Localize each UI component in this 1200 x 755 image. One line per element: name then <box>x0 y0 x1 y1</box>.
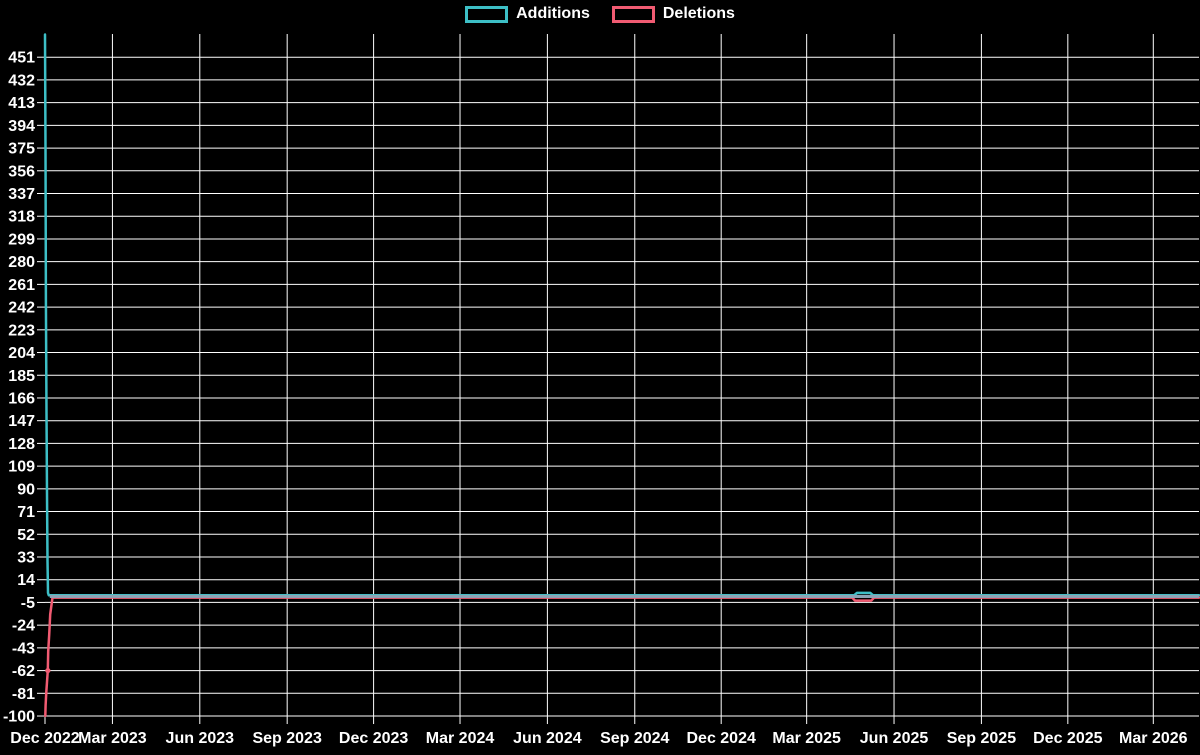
data-point-marker <box>45 667 51 674</box>
x-tick-label: Dec 2022 <box>10 730 79 747</box>
y-tick-label: -62 <box>12 663 35 680</box>
y-tick-label: 109 <box>8 459 35 476</box>
y-tick-label: 451 <box>8 50 35 67</box>
y-tick-label: -43 <box>12 640 35 657</box>
y-tick-label: 375 <box>8 141 35 158</box>
y-tick-label: 299 <box>8 231 35 248</box>
x-tick-label: Dec 2024 <box>686 730 755 747</box>
y-tick-label: -5 <box>21 595 35 612</box>
legend-item-additions[interactable]: Additions <box>465 5 590 23</box>
x-tick-label: Dec 2025 <box>1033 730 1102 747</box>
y-tick-label: 261 <box>8 277 35 294</box>
deletions-swatch-icon <box>611 5 655 23</box>
y-tick-label: -24 <box>12 618 35 635</box>
x-tick-label: Sep 2025 <box>947 730 1016 747</box>
y-tick-label: 33 <box>17 549 35 566</box>
y-tick-label: -100 <box>3 709 35 726</box>
y-tick-label: 223 <box>8 322 35 339</box>
x-tick-label: Mar 2023 <box>78 730 147 747</box>
legend-item-deletions[interactable]: Deletions <box>611 5 735 23</box>
y-tick-label: -81 <box>12 686 35 703</box>
y-tick-label: 413 <box>8 95 35 112</box>
x-tick-label: Sep 2023 <box>252 730 321 747</box>
series-line-deletions <box>44 596 1200 718</box>
x-tick-label: Jun 2024 <box>513 730 582 747</box>
y-tick-label: 356 <box>8 163 35 180</box>
x-tick-label: Mar 2026 <box>1119 730 1188 747</box>
y-tick-label: 394 <box>8 118 35 135</box>
y-tick-label: 128 <box>8 436 35 453</box>
y-tick-label: 318 <box>8 209 35 226</box>
x-tick-label: Sep 2024 <box>600 730 669 747</box>
legend-label-additions: Additions <box>516 5 590 22</box>
x-tick-label: Dec 2023 <box>339 730 408 747</box>
y-tick-label: 337 <box>8 186 35 203</box>
y-tick-label: 242 <box>8 300 35 317</box>
legend-label-deletions: Deletions <box>662 5 735 22</box>
y-tick-label: 432 <box>8 72 35 89</box>
y-tick-label: 90 <box>17 481 35 498</box>
plot-area[interactable] <box>45 34 1199 716</box>
additions-swatch-icon <box>465 5 509 23</box>
x-tick-label: Jun 2023 <box>166 730 235 747</box>
x-tick-label: Mar 2025 <box>772 730 841 747</box>
y-axis-labels: 451 432 413 394 375 356 337 318 299 280 261 242 223 2… <box>3 50 35 726</box>
y-tick-label: 52 <box>17 527 35 544</box>
chart-legend: Additions Deletions <box>0 5 1200 23</box>
x-tick-label: Jun 2025 <box>860 730 929 747</box>
y-gridlines <box>37 56 1199 717</box>
series-line-additions <box>43 33 1200 597</box>
y-tick-label: 147 <box>8 413 35 430</box>
y-tick-label: 280 <box>8 254 35 271</box>
y-tick-label: 71 <box>17 504 35 521</box>
y-tick-label: 204 <box>8 345 35 362</box>
x-gridlines <box>44 34 1154 725</box>
y-tick-label: 185 <box>8 368 35 385</box>
x-tick-label: Mar 2024 <box>426 730 495 747</box>
y-tick-label: 14 <box>17 572 35 589</box>
y-tick-label: 166 <box>8 390 35 407</box>
